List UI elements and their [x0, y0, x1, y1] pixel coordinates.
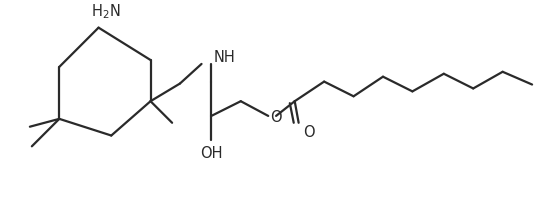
Text: NH: NH — [213, 50, 235, 64]
Text: H$_2$N: H$_2$N — [91, 3, 120, 21]
Text: O: O — [270, 110, 282, 125]
Text: O: O — [304, 125, 315, 140]
Text: OH: OH — [200, 146, 222, 161]
